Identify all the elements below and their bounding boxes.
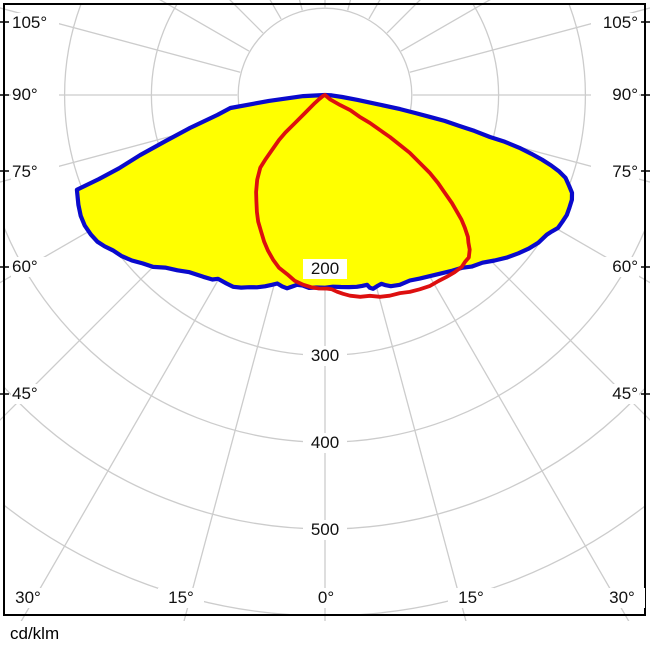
angle-label-bottom-30-right: 30° [599, 588, 645, 608]
angle-label-right-90: 90° [591, 85, 639, 105]
curves [74, 92, 575, 299]
radial-label-500: 500 [303, 520, 347, 540]
chart-frame [3, 3, 646, 616]
radial-label-400: 400 [303, 433, 347, 453]
angle-label-right-105: 105° [591, 13, 639, 33]
unit-label: cd/klm [10, 624, 60, 643]
grid-ray-105 [409, 7, 650, 73]
angle-label-right-75: 75° [591, 162, 639, 182]
angle-label-left-90: 90° [11, 85, 59, 105]
grid-ray-165 [347, 0, 352, 11]
angle-label-bottom-0: 0° [303, 588, 349, 608]
angle-label-right-45: 45° [591, 384, 639, 404]
radial-label-300: 300 [303, 346, 347, 366]
axis-ticks [0, 21, 650, 395]
grid-ray-195 [298, 0, 303, 11]
grid-ray-255 [0, 7, 241, 73]
angle-label-left-75: 75° [11, 162, 59, 182]
curve-blue-c0-c180 [74, 92, 575, 291]
angle-label-right-60: 60° [591, 257, 639, 277]
radial-label-200: 200 [303, 259, 347, 279]
angle-label-left-105: 105° [11, 13, 59, 33]
angle-label-left-60: 60° [11, 257, 59, 277]
angle-label-bottom-30-left: 30° [5, 588, 51, 608]
grid-ray-345 [183, 179, 303, 621]
angle-label-bottom-15-right: 15° [448, 588, 494, 608]
curve-red-c90-c270 [254, 93, 472, 299]
angle-label-bottom-15-left: 15° [158, 588, 204, 608]
grid-ray-285 [0, 117, 241, 183]
angle-label-left-45: 45° [11, 384, 59, 404]
